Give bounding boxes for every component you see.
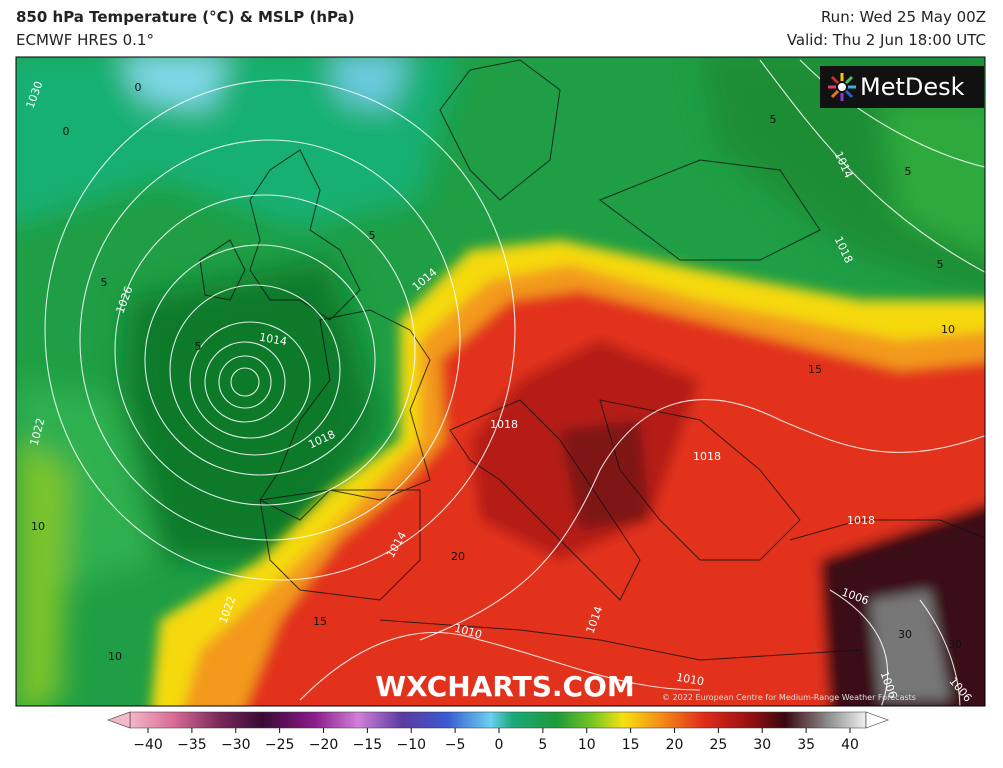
- temperature-label: 15: [313, 615, 327, 628]
- colorbar-tick-label: 5: [538, 737, 547, 753]
- isobar-label: 1018: [693, 450, 721, 463]
- map-frame: [15, 56, 986, 707]
- temperature-label: 5: [369, 229, 376, 242]
- isobar-label: 1010: [675, 671, 705, 689]
- logo-text: MetDesk: [860, 73, 965, 101]
- colorbar: [107, 711, 889, 729]
- logo: MetDesk: [820, 66, 984, 108]
- colorbar-tick-label: 0: [495, 737, 504, 753]
- temperature-label: 5: [770, 113, 777, 126]
- temperature-label: 10: [31, 520, 45, 533]
- isobars: [44, 59, 985, 706]
- copyright: © 2022 European Centre for Medium-Range …: [662, 693, 916, 702]
- colorbar-tick-label: −15: [353, 737, 383, 753]
- isobar-label: 1018: [490, 418, 518, 431]
- colorbar-tick-label: 15: [622, 737, 640, 753]
- colorbar-tick-label: −20: [309, 737, 339, 753]
- watermark: WXCHARTS.COM: [375, 670, 635, 703]
- colorbar-tick-label: −10: [396, 737, 426, 753]
- colorbar-tick-label: −40: [133, 737, 163, 753]
- colorbar-tick-label: −5: [445, 737, 466, 753]
- colorbar-tick-label: 20: [666, 737, 684, 753]
- temperature-label: 5: [937, 258, 944, 271]
- subtitle: ECMWF HRES 0.1°: [16, 31, 154, 49]
- colorbar-tick-label: −35: [177, 737, 207, 753]
- colorbar-tick-label: 35: [797, 737, 815, 753]
- run-time: Run: Wed 25 May 00Z: [821, 8, 986, 26]
- colorbar-tick-label: 30: [753, 737, 771, 753]
- temperature-label: 10: [941, 323, 955, 336]
- valid-time: Valid: Thu 2 Jun 18:00 UTC: [787, 31, 986, 49]
- temperature-label: 30: [898, 628, 912, 641]
- temperature-label: 5: [195, 340, 202, 353]
- isobar-label: 1018: [847, 514, 875, 527]
- colorbar-tick-label: −30: [221, 737, 251, 753]
- colorbar-tick-label: 40: [841, 737, 859, 753]
- colorbar-tick-label: −25: [265, 737, 295, 753]
- temperature-label: 0: [63, 125, 70, 138]
- temperature-label: 5: [905, 165, 912, 178]
- coastlines: [199, 59, 985, 661]
- colorbar-tick-label: 25: [709, 737, 727, 753]
- isobar-label: 1014: [258, 331, 288, 349]
- temperature-label: 5: [101, 276, 108, 289]
- temperature-label: 30: [948, 638, 962, 651]
- temperature-label: 20: [451, 550, 465, 563]
- temperature-label: 10: [108, 650, 122, 663]
- temperature-label: 15: [808, 363, 822, 376]
- title: 850 hPa Temperature (°C) & MSLP (hPa): [16, 8, 355, 26]
- temperature-label: 0: [135, 81, 142, 94]
- colorbar-tick-label: 10: [578, 737, 596, 753]
